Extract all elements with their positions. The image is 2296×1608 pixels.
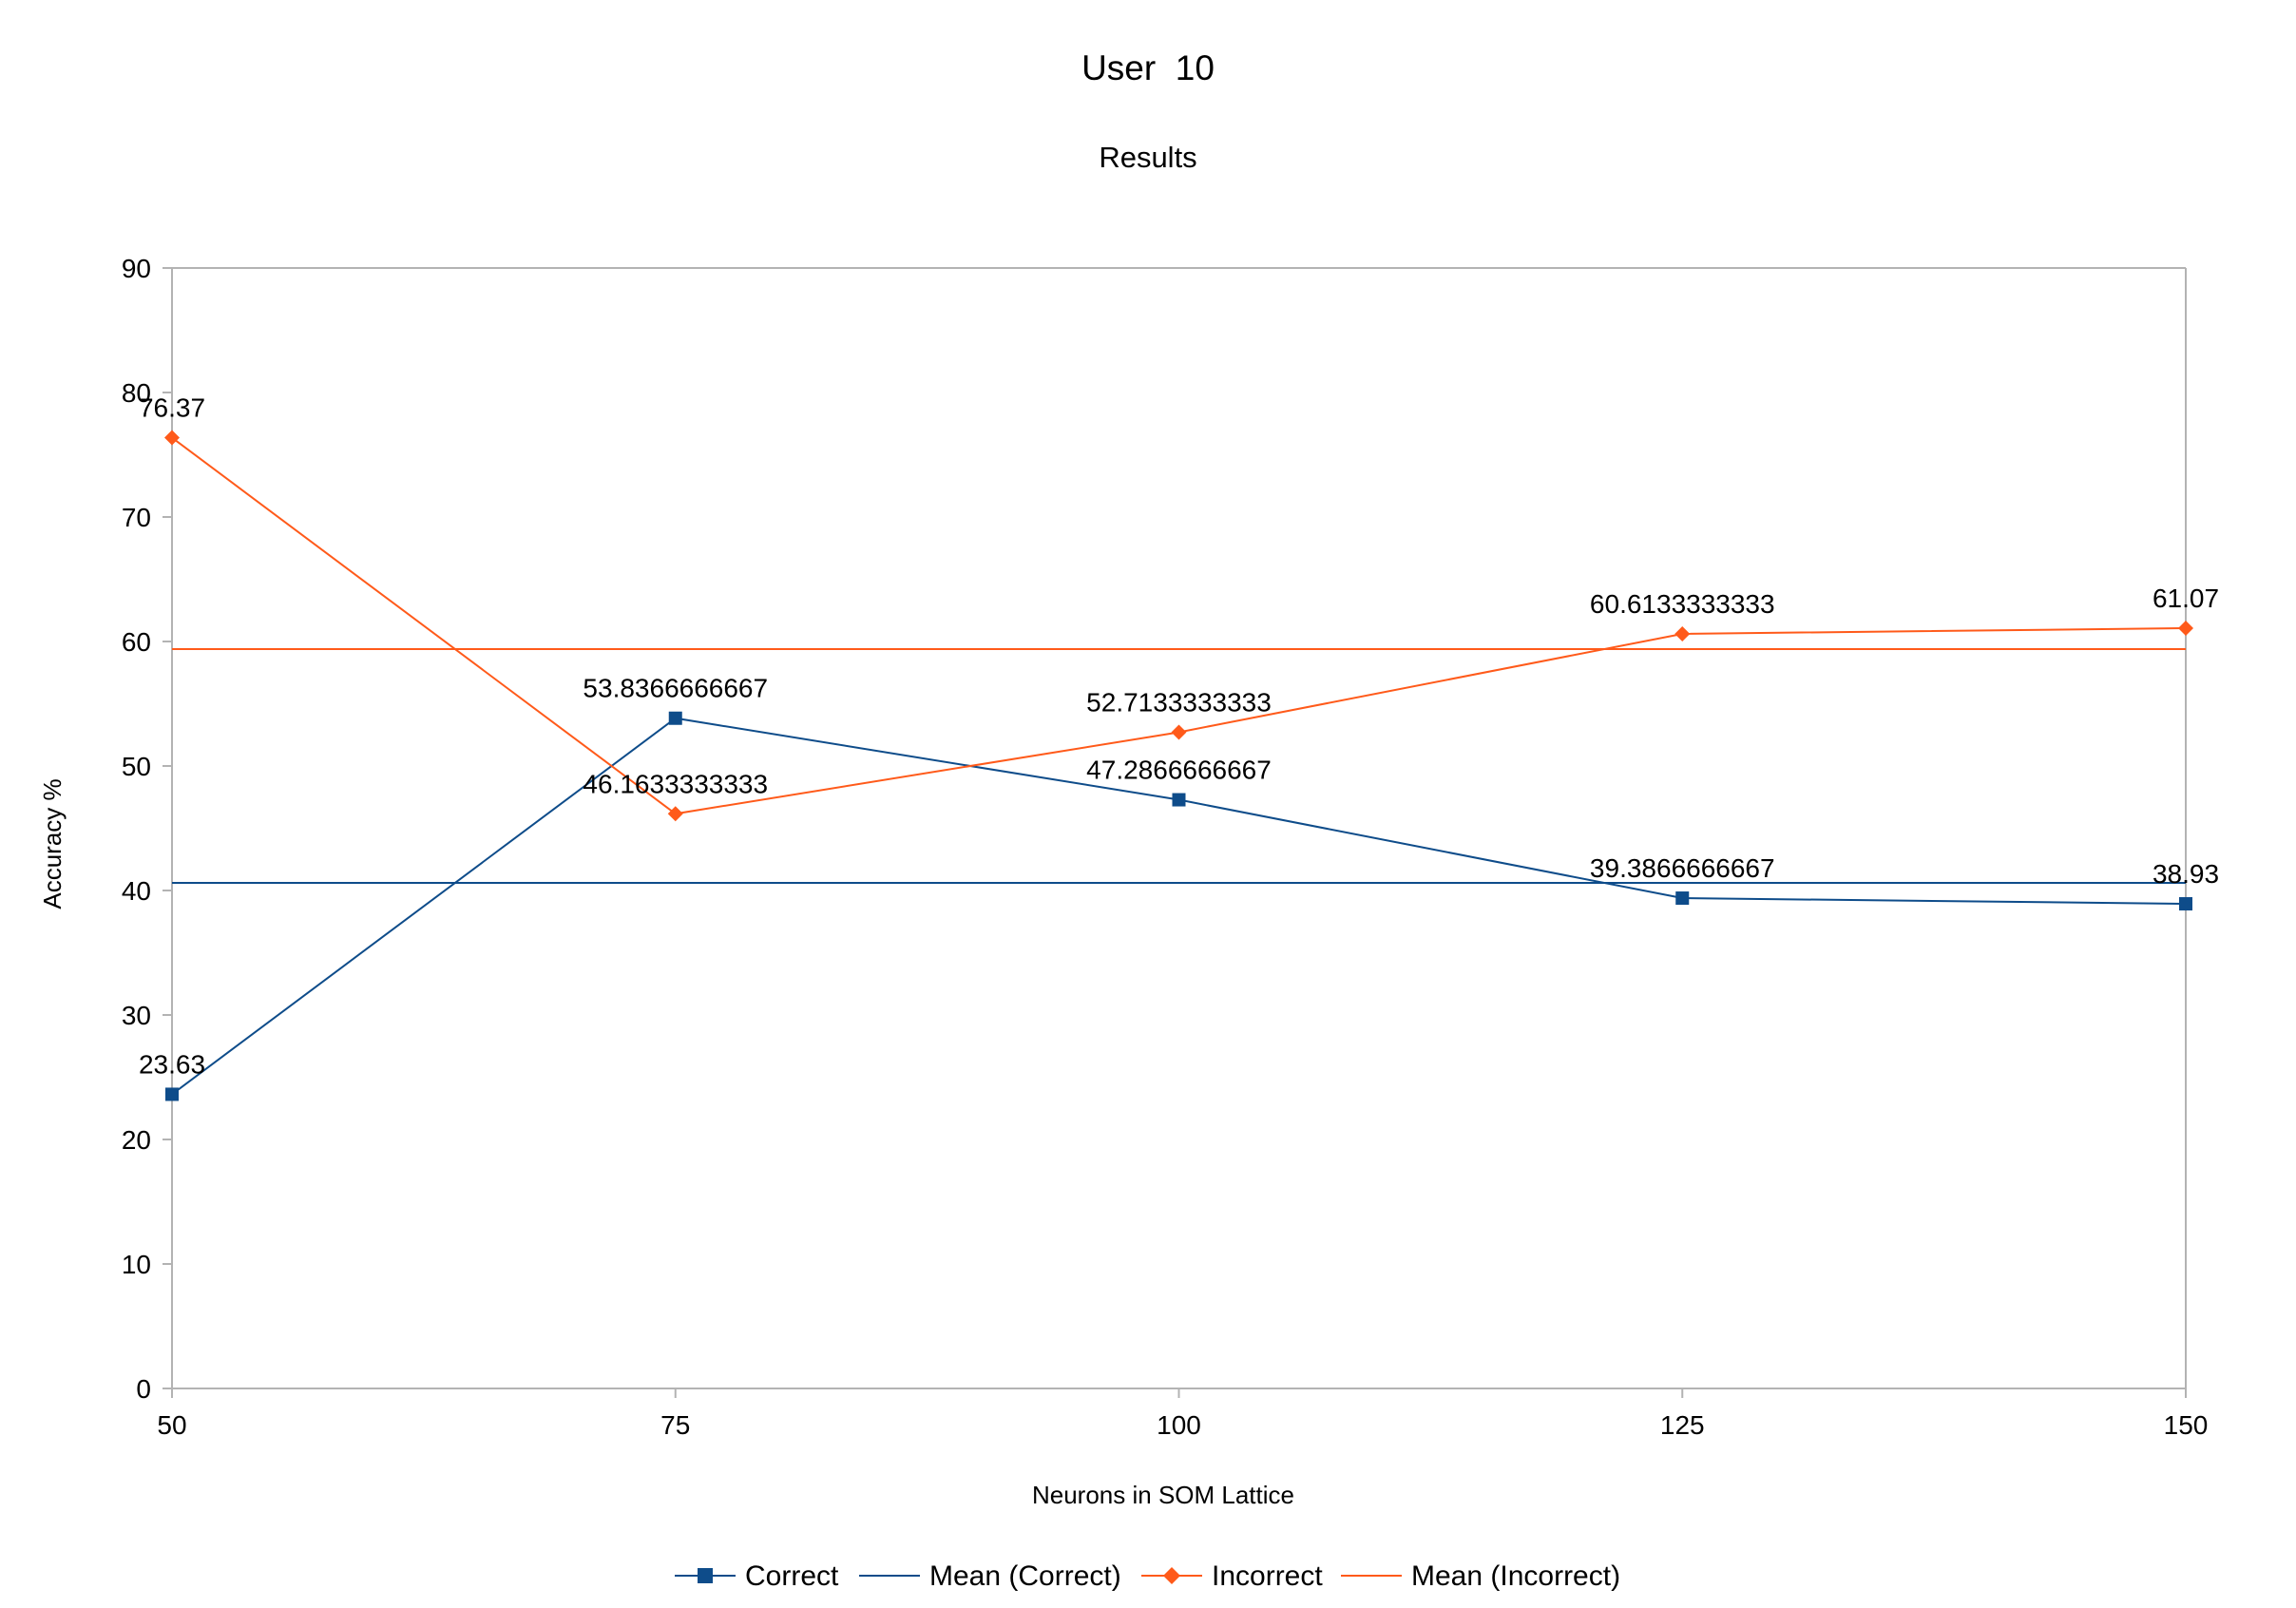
legend-marker-incorrect [1163, 1567, 1180, 1584]
data-point-incorrect [164, 430, 180, 446]
legend: Correct Mean (Correct) Incorrect Mean (Inco… [675, 1560, 1620, 1592]
y-tick-label: 40 [122, 876, 151, 906]
y-tick-label: 20 [122, 1125, 151, 1155]
data-point-correct [668, 711, 682, 725]
data-point-incorrect [1674, 625, 1691, 641]
legend-label-correct: Correct [745, 1560, 839, 1592]
y-tick-label: 10 [122, 1250, 151, 1279]
data-label-correct: 53.8366666667 [583, 674, 768, 703]
data-label-incorrect: 61.07 [2152, 584, 2219, 613]
y-tick-label: 30 [122, 1001, 151, 1030]
data-label-correct: 38.93 [2152, 859, 2219, 889]
legend-label-incorrect: Incorrect [1212, 1560, 1323, 1592]
data-label-incorrect: 60.6133333333 [1590, 589, 1775, 619]
data-point-correct [1675, 891, 1690, 906]
chart-title: User 10 [1081, 48, 1215, 87]
y-tick-label: 0 [136, 1374, 151, 1404]
x-tick-label: 75 [660, 1410, 690, 1440]
data-label-correct: 47.2866666667 [1086, 756, 1272, 785]
data-label-incorrect: 46.1633333333 [583, 769, 768, 798]
y-tick-label: 60 [122, 627, 151, 657]
data-label-correct: 23.63 [139, 1049, 205, 1079]
legend-marker-correct [698, 1568, 713, 1583]
data-label-correct: 39.3866666667 [1590, 853, 1775, 883]
data-label-incorrect: 52.7133333333 [1086, 687, 1272, 717]
data-point-incorrect [1171, 724, 1187, 740]
legend-label-mean-correct: Mean (Correct) [929, 1560, 1121, 1592]
data-point-incorrect [667, 806, 683, 822]
plot-area: 0 10 20 30 40 50 60 70 80 90 50 75 100 125 150 23.63 53.… [122, 254, 2219, 1440]
x-tick-label: 150 [2164, 1410, 2209, 1440]
y-tick-label: 50 [122, 752, 151, 781]
data-point-incorrect [2178, 620, 2193, 636]
y-axis-title: Accuracy % [38, 778, 67, 909]
x-tick-label: 100 [1157, 1410, 1201, 1440]
legend-label-mean-incorrect: Mean (Incorrect) [1411, 1560, 1620, 1592]
y-tick-label: 80 [122, 378, 151, 408]
y-tick-label: 70 [122, 503, 151, 532]
data-label-incorrect: 76.37 [139, 393, 205, 423]
x-tick-label: 125 [1660, 1410, 1705, 1440]
data-point-correct [2179, 897, 2192, 911]
chart-subtitle: Results [1099, 141, 1196, 174]
y-tick-label: 90 [122, 254, 151, 283]
x-tick-label: 50 [157, 1410, 186, 1440]
x-axis-title: Neurons in SOM Lattice [1032, 1481, 1294, 1509]
data-point-correct [1172, 793, 1186, 807]
data-point-correct [165, 1087, 179, 1101]
